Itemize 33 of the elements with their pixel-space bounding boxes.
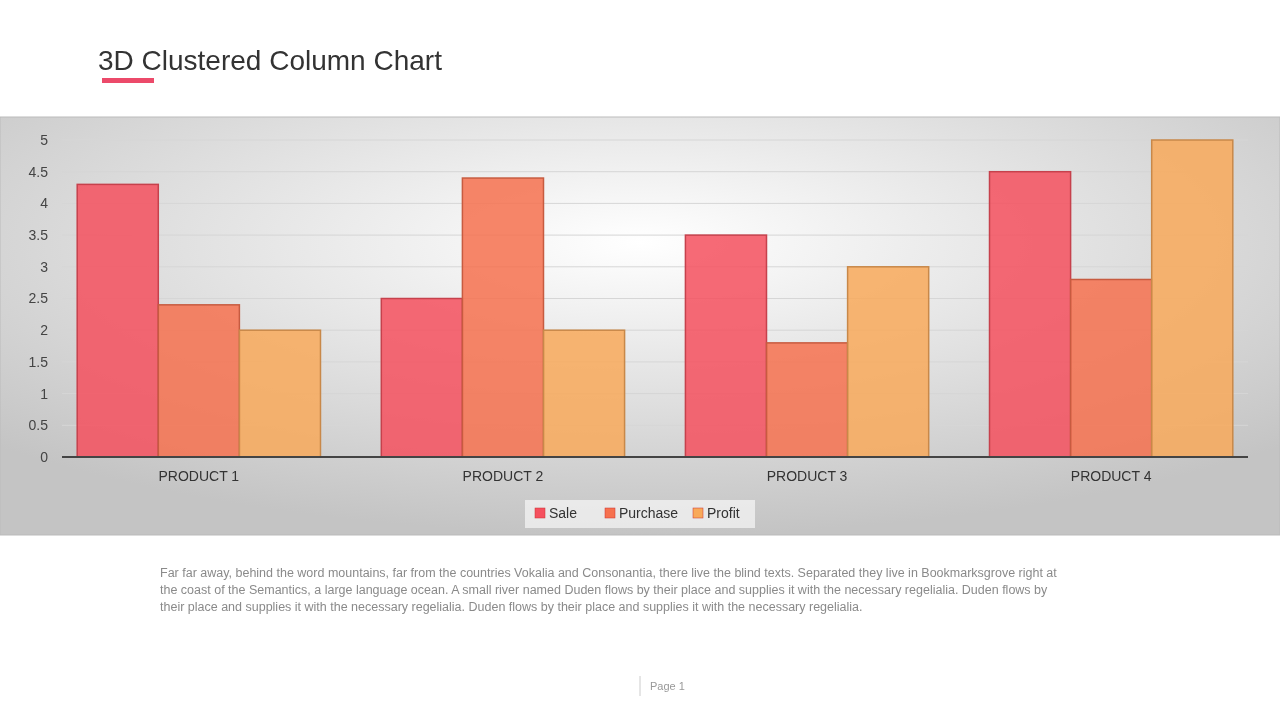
x-tick-label: PRODUCT 2	[462, 468, 544, 484]
bar	[380, 297, 464, 458]
text: Page 1	[650, 680, 685, 692]
bar	[76, 183, 160, 458]
y-tick-label: 4	[40, 195, 49, 212]
y-tick-label: 2	[40, 322, 49, 339]
y-tick-label: 3.5	[28, 227, 49, 243]
y-tick-label: 5	[40, 131, 49, 148]
x-tick-label: PRODUCT 4	[1070, 468, 1152, 484]
bar	[1069, 278, 1153, 458]
bar	[1150, 139, 1234, 458]
y-tick-label: 4.5	[28, 163, 49, 180]
bar	[684, 234, 768, 458]
text: Far far away, behind the word mountains, far from the countries Vokalia and Consonantia, there live the blind texts. Separated they live in Bookmarksgrove right at the coast of the Semantics, a large language ocean. A small river named Duden flows by their place and supplies it with the necessary regelialia. Duden flows by their place and supplies it with the necessary regelialia. Duden flows by their place and supplies it with the necessary regelialia.	[160, 566, 1058, 614]
y-tick-label: 2.5	[28, 290, 49, 307]
bar	[765, 342, 849, 458]
y-tick-label: 0	[40, 448, 49, 465]
chart-title: 3D Clustered Column Chart	[98, 45, 443, 76]
y-tick-label: 3	[40, 258, 49, 275]
bar	[157, 304, 241, 458]
bar	[988, 170, 1072, 458]
x-tick-label: PRODUCT 3	[766, 468, 848, 484]
y-tick-label: 0.5	[28, 417, 49, 434]
bar	[542, 329, 626, 458]
bar	[461, 177, 545, 458]
legend-label: Purchase	[619, 505, 679, 521]
y-tick-label: 1.5	[28, 353, 49, 370]
legend-label: Profit	[707, 505, 740, 521]
bar	[238, 329, 322, 458]
x-tick-label: PRODUCT 1	[158, 468, 240, 484]
bar	[846, 266, 930, 458]
y-tick-label: 1	[40, 385, 49, 402]
legend-label: Sale	[549, 505, 578, 521]
